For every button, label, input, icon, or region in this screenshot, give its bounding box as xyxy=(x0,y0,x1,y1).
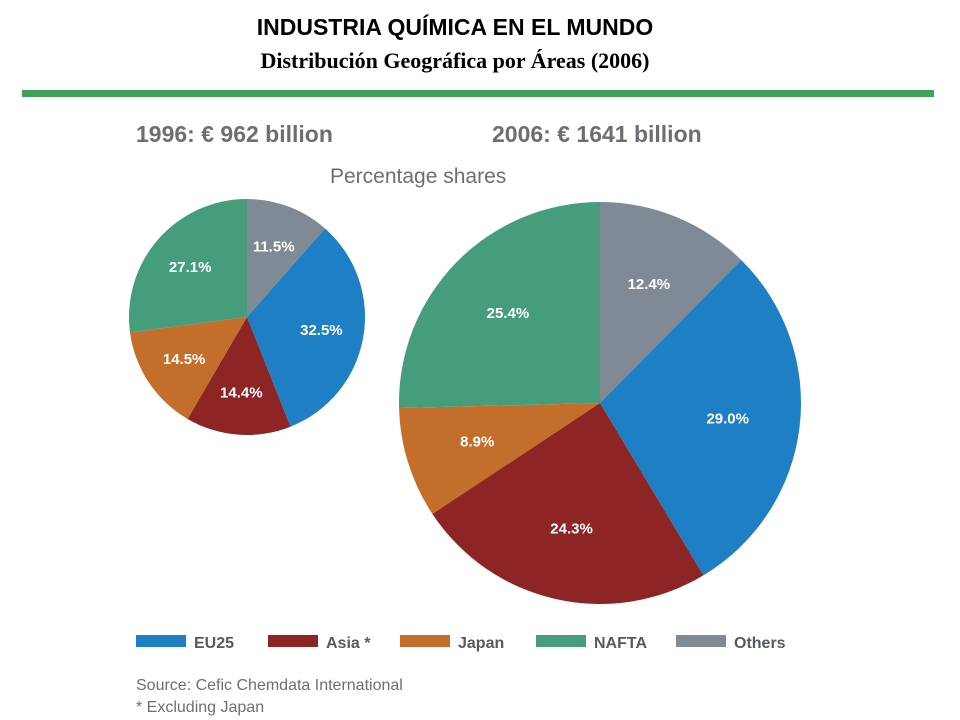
page-subtitle: Distribución Geográfica por Áreas (2006) xyxy=(260,48,650,73)
legend-swatch-japan xyxy=(400,635,450,647)
slice-label-1996-nafta: 27.1% xyxy=(169,259,212,276)
slice-1996-asia xyxy=(187,317,291,435)
legend-label-others: Others xyxy=(734,635,786,652)
slice-1996-nafta xyxy=(128,199,247,333)
legend-swatch-eu25 xyxy=(136,635,186,647)
slice-2006-others xyxy=(600,202,742,403)
chart-2006-heading: 2006: € 1641 billion xyxy=(492,121,702,147)
slice-label-1996-asia: 14.4% xyxy=(220,384,263,401)
slice-label-2006-japan: 8.9% xyxy=(460,434,494,451)
footnote: * Excluding Japan xyxy=(136,699,264,716)
slice-2006-eu25 xyxy=(600,259,801,576)
slice-1996-japan xyxy=(130,317,247,419)
slice-label-2006-asia: 24.3% xyxy=(550,520,593,537)
slice-label-2006-nafta: 25.4% xyxy=(487,305,530,322)
legend-swatch-nafta xyxy=(536,635,586,647)
source-note: Source: Cefic Chemdata International xyxy=(136,677,403,694)
slice-2006-japan xyxy=(399,403,600,514)
slice-label-2006-others: 12.4% xyxy=(628,276,671,293)
legend: EU25 Asia * Japan NAFTA Others xyxy=(136,635,786,652)
green-divider xyxy=(22,90,934,97)
chart-1996-heading: 1996: € 962 billion xyxy=(136,121,333,147)
page-title: INDUSTRIA QUÍMICA EN EL MUNDO xyxy=(256,14,654,40)
slice-1996-others xyxy=(247,199,326,317)
slice-2006-asia xyxy=(432,403,704,604)
legend-label-japan: Japan xyxy=(458,635,504,652)
legend-label-nafta: NAFTA xyxy=(594,635,647,652)
percentage-shares-caption: Percentage shares xyxy=(330,165,506,188)
slice-2006-nafta xyxy=(399,202,600,409)
slice-label-1996-others: 11.5% xyxy=(253,238,295,255)
pie-1996: 11.5% 32.5% 14.4% 14.5% 27.1% xyxy=(128,199,365,435)
legend-swatch-others xyxy=(676,635,726,647)
slice-label-1996-japan: 14.5% xyxy=(163,351,206,368)
legend-label-asia: Asia * xyxy=(326,635,371,652)
slice-label-2006-eu25: 29.0% xyxy=(706,410,749,427)
slice-1996-eu25 xyxy=(247,228,365,427)
legend-swatch-asia xyxy=(268,635,318,647)
pie-2006: 12.4% 29.0% 24.3% 8.9% 25.4% xyxy=(399,202,801,604)
slice-label-1996-eu25: 32.5% xyxy=(300,322,343,339)
legend-label-eu25: EU25 xyxy=(194,635,234,652)
